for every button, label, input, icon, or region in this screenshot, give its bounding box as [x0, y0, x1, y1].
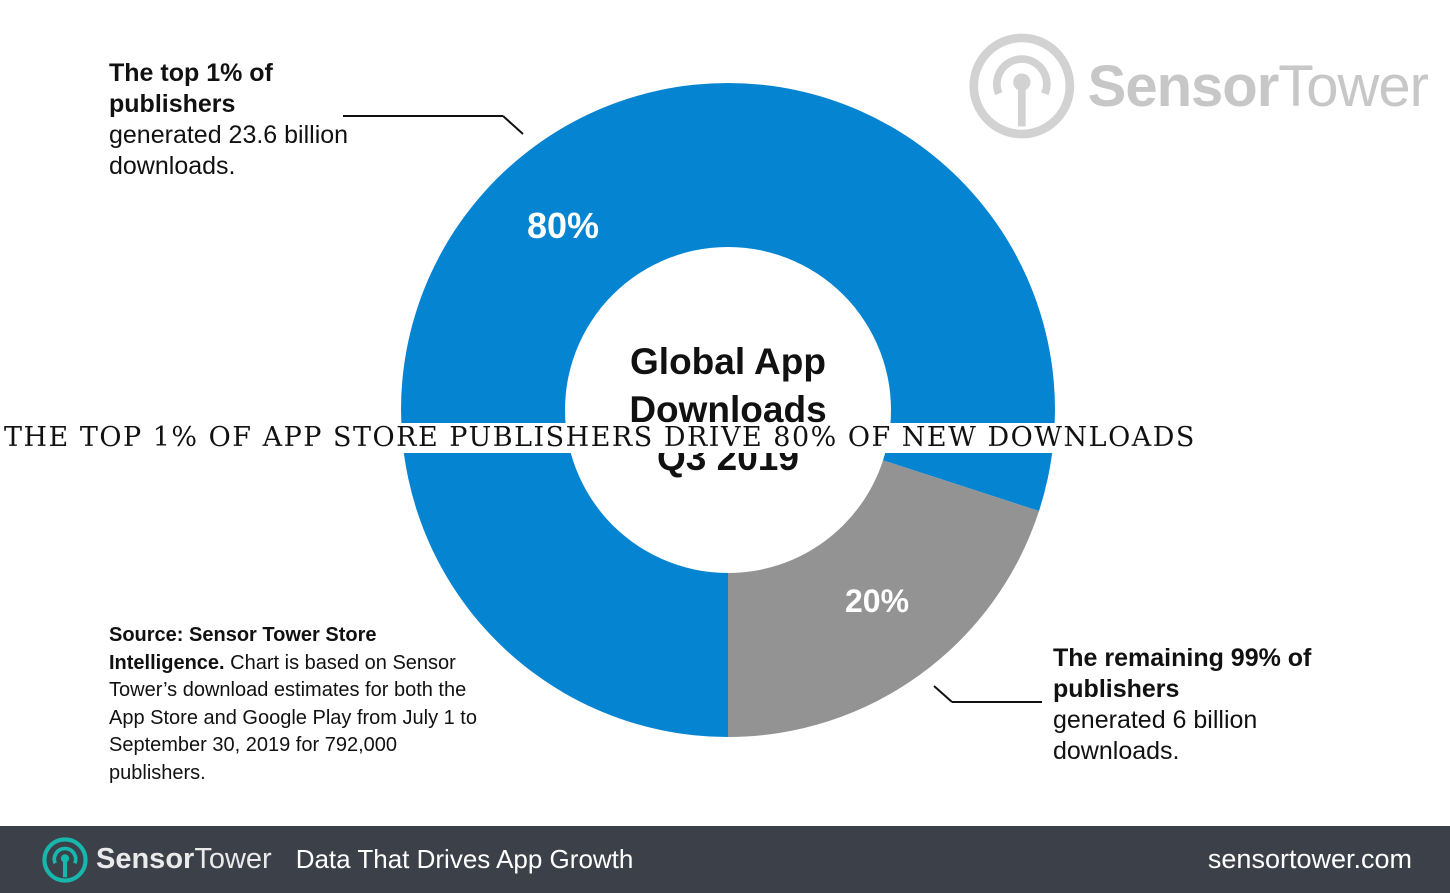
footer-tagline: Data That Drives App Growth — [295, 844, 634, 874]
donut-slice-80 — [401, 83, 1055, 738]
center-label-line-1: Global App — [630, 341, 826, 382]
callout-remaining-publishers: The remaining 99% of publishers generate… — [1053, 643, 1333, 767]
sensor-tower-watermark: SensorTower — [968, 30, 1429, 142]
callout-top-leader-tick — [502, 115, 524, 135]
callout-bottom-bold: The remaining 99% of publishers — [1053, 644, 1312, 703]
callout-top-bold: The top 1% of publishers — [109, 59, 273, 118]
callout-bottom-leader-tick — [933, 685, 953, 703]
sensor-tower-logo-icon — [969, 33, 1075, 139]
source-note-bold: Source: Sensor Tower Store Intelligence. — [109, 624, 377, 674]
footer-logo[interactable]: SensorTower — [42, 836, 272, 883]
callout-bottom-text: generated 6 billion downloads. — [1053, 706, 1258, 765]
sensor-tower-logo-icon — [42, 836, 88, 883]
callout-top-publishers: The top 1% of publishers generated 23.6 … — [109, 58, 349, 182]
headline-banner: The top 1% of App Store publishers drive… — [0, 423, 1450, 453]
footer-url-link[interactable]: sensortower.com — [1207, 844, 1412, 874]
donut-slice-20 — [728, 460, 1039, 737]
footer-bar: SensorTower Data That Drives App Growth … — [0, 826, 1450, 893]
source-note: Source: Sensor Tower Store Intelligence.… — [109, 622, 481, 787]
watermark-brand: SensorTower — [1087, 53, 1429, 119]
callout-top-text: generated 23.6 billion downloads. — [109, 121, 349, 180]
source-note-text: Chart is based on Sensor Tower’s downloa… — [109, 651, 477, 784]
slice-label-80: 80% — [527, 205, 599, 246]
slice-label-20: 20% — [845, 583, 909, 619]
footer-brand: SensorTower — [96, 843, 272, 875]
